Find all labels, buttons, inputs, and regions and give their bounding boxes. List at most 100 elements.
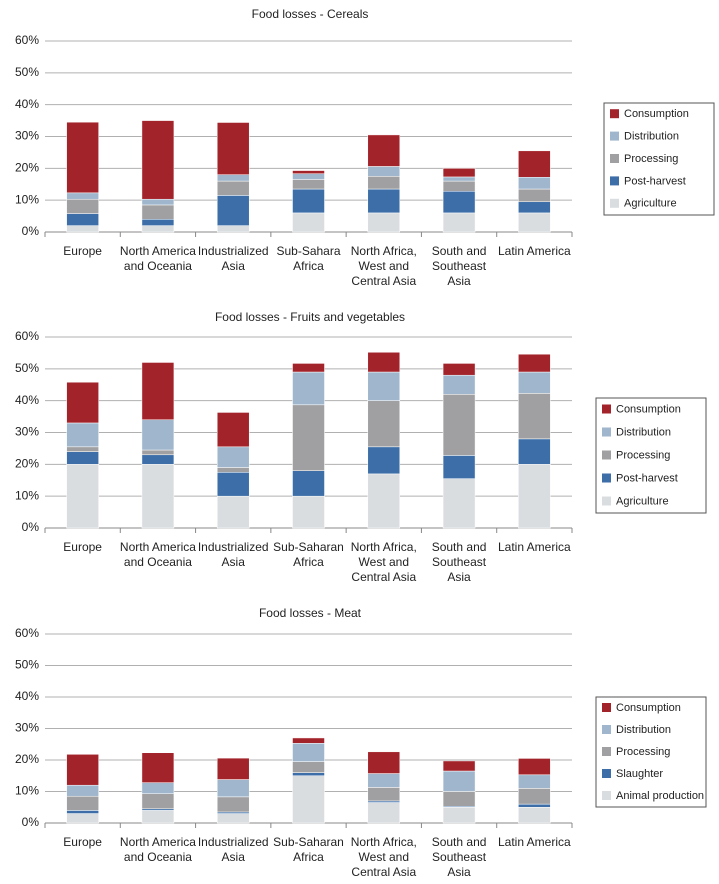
- y-tick-label: 60%: [15, 329, 39, 343]
- legend-label: Consumption: [616, 702, 681, 714]
- x-tick-label: Industrialized Asia: [197, 540, 269, 569]
- bar-segment: [292, 170, 325, 174]
- bar-segment: [442, 176, 476, 182]
- legend-swatch: [602, 404, 611, 414]
- bar-segment: [442, 455, 476, 479]
- bar-segment: [66, 213, 99, 226]
- bar-segment: [66, 464, 99, 529]
- bar-segment: [141, 810, 175, 824]
- x-tick-label: Europe: [63, 835, 102, 849]
- legend-label: Post-harvest: [616, 472, 678, 484]
- legend-label: Processing: [616, 449, 670, 461]
- bar-segment: [216, 779, 250, 798]
- legend-label: Animal production: [616, 790, 704, 802]
- x-tick-label: North America and Oceania: [119, 540, 196, 569]
- bar-segment: [442, 363, 476, 376]
- x-tick-label: Latin America: [497, 835, 571, 849]
- x-tick-label: Europe: [63, 244, 102, 258]
- bar-segment: [518, 201, 551, 214]
- bar-segment: [216, 412, 250, 448]
- bar-segment: [216, 467, 250, 473]
- bar-segment: [518, 212, 551, 233]
- x-tick-label: North Africa, West and Central Asia: [350, 244, 417, 288]
- bar-segment: [66, 381, 99, 424]
- bar-segment: [66, 810, 99, 814]
- legend-swatch: [610, 176, 619, 186]
- bar-segment: [141, 793, 175, 810]
- bar-segment: [66, 422, 99, 448]
- x-tick-label: Sub-Sahara Africa: [276, 244, 341, 273]
- bar-segment: [518, 758, 551, 776]
- x-tick-label: Latin America: [497, 244, 571, 258]
- bar-segment: [367, 134, 401, 167]
- y-tick-label: 10%: [15, 488, 39, 502]
- bar-segment: [442, 478, 476, 529]
- bar-segment: [367, 188, 401, 214]
- bar-segment: [367, 751, 401, 774]
- bar-segment: [442, 394, 476, 456]
- bar-segment: [292, 173, 325, 180]
- bar-segment: [216, 446, 250, 468]
- bar-segment: [141, 198, 175, 206]
- bar-segment: [141, 219, 175, 226]
- bar-segment: [216, 495, 250, 529]
- bar-segment: [442, 374, 476, 395]
- bar-segment: [442, 212, 476, 233]
- y-tick-label: 60%: [15, 626, 39, 640]
- legend-swatch: [602, 703, 611, 712]
- chart-title: Food losses - Cereals: [252, 7, 369, 21]
- legend-swatch: [602, 496, 611, 506]
- bar-segment: [292, 761, 325, 773]
- legend-swatch: [602, 725, 611, 734]
- bar-segment: [66, 121, 99, 194]
- bar-segment: [442, 770, 476, 792]
- x-tick-label: Industrialized Asia: [197, 835, 269, 864]
- bar-segment: [518, 788, 551, 805]
- y-tick-label: 40%: [15, 689, 39, 703]
- x-tick-label: Sub-Saharan Africa: [273, 540, 344, 569]
- bar-segment: [66, 813, 99, 824]
- bar-segment: [66, 225, 99, 233]
- bar-segment: [141, 449, 175, 456]
- legend-swatch: [610, 131, 619, 141]
- legend-box: [595, 696, 707, 808]
- bar-segment: [518, 176, 551, 190]
- legend-swatch: [602, 769, 611, 778]
- x-tick-label: North America and Oceania: [119, 244, 196, 273]
- legend-label: Post-harvest: [624, 175, 686, 187]
- y-tick-label: 0%: [22, 815, 40, 829]
- bar-segment: [216, 796, 250, 813]
- bar-segment: [216, 195, 250, 226]
- bar-segment: [292, 743, 325, 762]
- bar-segment: [292, 404, 325, 471]
- bar-segment: [442, 191, 476, 214]
- bar-segment: [292, 775, 325, 824]
- legend-label: Consumption: [624, 108, 689, 120]
- bar-segment: [141, 120, 175, 200]
- bar-segment: [518, 188, 551, 203]
- chart-title: Food losses - Fruits and vegetables: [215, 310, 405, 324]
- bar-segment: [292, 179, 325, 190]
- bar-segment: [442, 168, 476, 178]
- bar-segment: [292, 188, 325, 214]
- y-tick-label: 30%: [15, 129, 39, 143]
- y-tick-label: 10%: [15, 784, 39, 798]
- bar-segment: [518, 464, 551, 529]
- legend-label: Consumption: [616, 403, 681, 415]
- x-tick-label: North America and Oceania: [119, 835, 196, 864]
- legend-label: Slaughter: [616, 768, 663, 780]
- bar-segment: [518, 371, 551, 394]
- bar-segment: [518, 774, 551, 789]
- bar-segment: [518, 353, 551, 373]
- bar-segment: [442, 791, 476, 807]
- legend-swatch: [602, 427, 611, 437]
- legend-label: Processing: [616, 746, 670, 758]
- bar-segment: [367, 371, 401, 401]
- bar-segment: [66, 784, 99, 797]
- bar-segment: [216, 472, 250, 497]
- bar-segment: [66, 795, 99, 811]
- y-tick-label: 50%: [15, 65, 39, 79]
- bar-segment: [66, 198, 99, 214]
- y-tick-label: 0%: [22, 520, 40, 534]
- legend-label: Agriculture: [616, 495, 669, 507]
